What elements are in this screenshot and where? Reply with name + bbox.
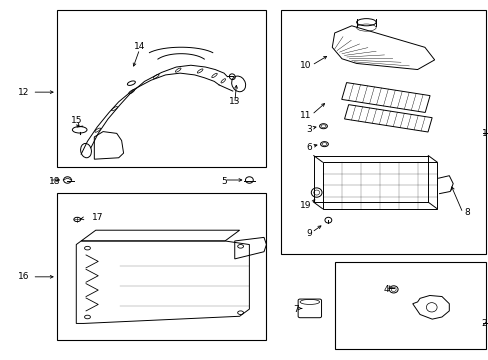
- Ellipse shape: [322, 143, 326, 145]
- Ellipse shape: [63, 177, 71, 183]
- Text: 14: 14: [134, 42, 145, 51]
- Text: 11: 11: [300, 111, 311, 120]
- Text: 4: 4: [383, 285, 388, 294]
- Bar: [57, 10, 266, 167]
- Bar: [57, 193, 266, 339]
- Text: 3: 3: [305, 125, 311, 134]
- Text: 7: 7: [293, 305, 299, 314]
- Text: 8: 8: [463, 208, 468, 217]
- Text: 10: 10: [300, 61, 311, 70]
- Text: 5: 5: [221, 176, 226, 185]
- Bar: [281, 10, 485, 253]
- Text: 19: 19: [300, 201, 311, 210]
- Text: 13: 13: [228, 96, 240, 105]
- Text: 2: 2: [481, 319, 487, 328]
- Ellipse shape: [311, 188, 322, 197]
- Text: 18: 18: [48, 176, 60, 185]
- Ellipse shape: [313, 190, 319, 195]
- Ellipse shape: [321, 125, 325, 128]
- Ellipse shape: [319, 124, 327, 129]
- Text: 17: 17: [92, 213, 103, 222]
- Text: 9: 9: [305, 229, 311, 238]
- Ellipse shape: [245, 177, 253, 183]
- Text: 16: 16: [18, 272, 29, 281]
- Text: 6: 6: [305, 143, 311, 152]
- Text: 1: 1: [481, 129, 487, 138]
- Ellipse shape: [325, 217, 331, 223]
- Ellipse shape: [231, 76, 245, 92]
- Bar: [334, 262, 485, 348]
- Ellipse shape: [390, 287, 395, 292]
- Text: 15: 15: [70, 116, 82, 125]
- Bar: [322, 162, 436, 209]
- Ellipse shape: [388, 286, 397, 293]
- Text: 12: 12: [18, 87, 29, 96]
- Ellipse shape: [81, 143, 91, 158]
- Ellipse shape: [320, 141, 328, 147]
